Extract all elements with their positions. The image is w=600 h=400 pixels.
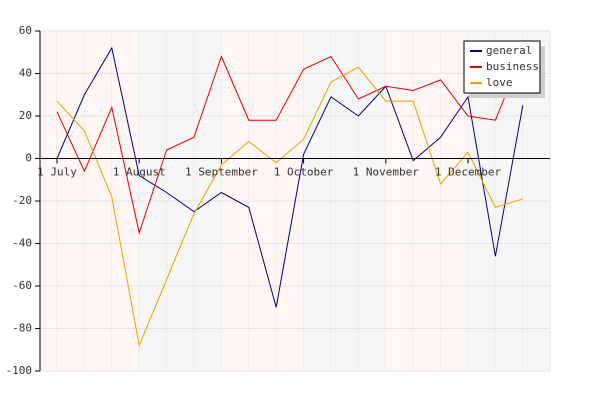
legend-label: general [486, 44, 532, 57]
y-tick-label: -60 [12, 279, 32, 292]
y-tick-label: 60 [19, 24, 32, 37]
legend-label: love [486, 76, 513, 89]
x-tick-label: 1 July [37, 166, 77, 179]
x-tick-label: 1 October [274, 166, 334, 179]
x-tick-label: 1 August [113, 166, 166, 179]
y-tick-label: -80 [12, 322, 32, 335]
legend-label: business [486, 60, 539, 73]
series-line [56, 66, 523, 348]
series-line [56, 46, 524, 308]
y-tick-label: -100 [6, 364, 33, 377]
y-tick-label: 0 [25, 152, 32, 165]
axes: -100 -80 -60 -40 -20 0 20 40 60 1 July 1 August 1 S… [6, 24, 550, 377]
x-tick-label: 1 November [353, 166, 420, 179]
y-tick-label: 40 [19, 67, 32, 80]
series-line [56, 52, 524, 235]
y-tick-label: 20 [19, 109, 32, 122]
x-tick-label: 1 December [435, 166, 502, 179]
x-tick-label: 1 September [185, 166, 258, 179]
y-tick-label: -40 [12, 237, 32, 250]
y-tick-label: -20 [12, 194, 32, 207]
legend: general business love [463, 40, 545, 98]
series-lines [56, 46, 524, 348]
